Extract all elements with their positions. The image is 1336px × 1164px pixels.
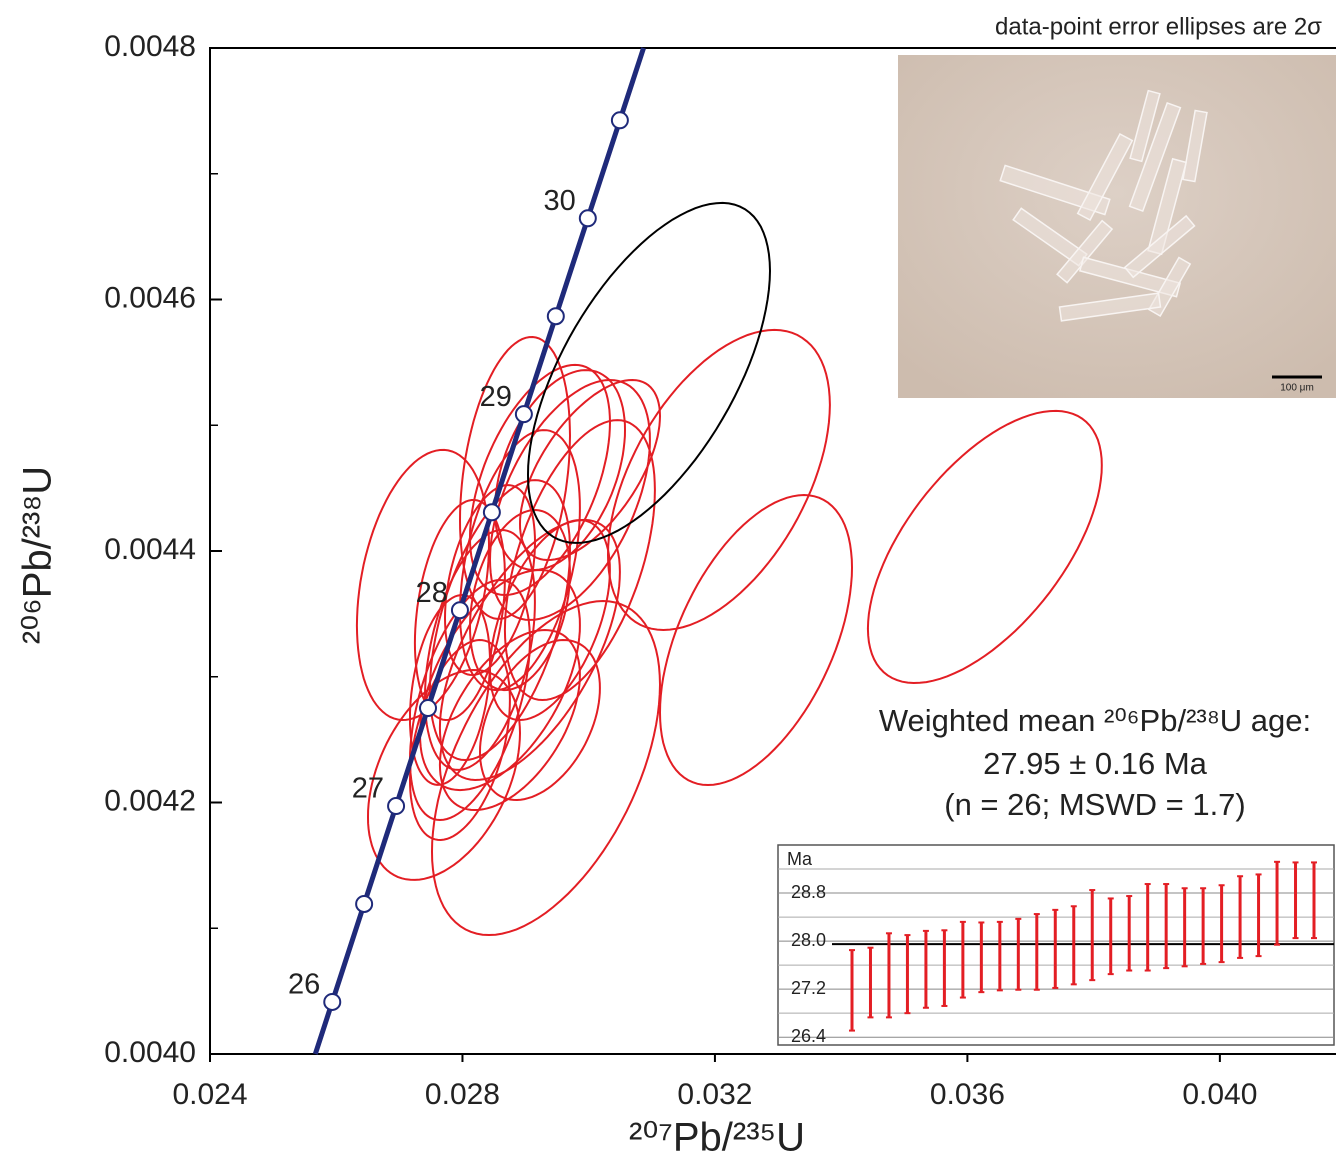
y-tick-label: 26.4 xyxy=(791,1026,826,1046)
age-marker xyxy=(580,210,596,226)
y-tick-label: 0.0042 xyxy=(104,784,196,817)
concordia-curve xyxy=(332,120,620,1002)
annotation: (n = 26; MSWD = 1.7) xyxy=(944,787,1246,822)
y-tick-label: 0.0046 xyxy=(104,281,196,314)
y-axis-label: ²⁰⁶Pb/²³⁸U xyxy=(16,466,60,644)
y-tick-label: 28.0 xyxy=(791,930,826,950)
x-tick-label: 0.024 xyxy=(172,1078,247,1111)
y-tick-label: 0.0048 xyxy=(104,30,196,63)
annotation: Weighted mean ²⁰⁶Pb/²³⁸U age: xyxy=(879,703,1311,738)
age-marker xyxy=(612,112,628,128)
y-tick-label: 0.0044 xyxy=(104,533,196,566)
inset-photo: 100 μm xyxy=(898,55,1336,398)
error-ellipse xyxy=(528,203,770,543)
age-label: 28 xyxy=(416,577,448,609)
y-tick-label: 0.0040 xyxy=(104,1036,196,1069)
age-marker xyxy=(516,406,532,422)
age-marker xyxy=(548,308,564,324)
inset-y-label: Ma xyxy=(787,849,813,869)
error-ellipse xyxy=(868,411,1102,683)
concordia-extension xyxy=(620,48,644,120)
x-tick-label: 0.036 xyxy=(930,1078,1005,1111)
scale-bar-label: 100 μm xyxy=(1280,383,1314,394)
age-label: 26 xyxy=(288,969,320,1001)
chart: 100 μm data-point error ellipses are 2σ … xyxy=(0,0,1336,1164)
y-tick-label: 27.2 xyxy=(791,978,826,998)
x-tick-label: 0.032 xyxy=(677,1078,752,1111)
age-label: 30 xyxy=(544,185,576,217)
x-axis-label: ²⁰⁷Pb/²³⁵U xyxy=(629,1116,805,1160)
age-marker xyxy=(452,602,468,618)
age-marker xyxy=(324,994,340,1010)
photo-background xyxy=(898,55,1336,398)
age-label: 29 xyxy=(480,381,512,413)
y-tick-label: 28.8 xyxy=(791,882,826,902)
x-tick-label: 0.040 xyxy=(1182,1078,1257,1111)
annotation: 27.95 ± 0.16 Ma xyxy=(983,746,1208,781)
age-marker xyxy=(420,700,436,716)
age-label: 27 xyxy=(352,773,384,805)
page: 100 μm data-point error ellipses are 2σ … xyxy=(0,0,1336,1164)
note: data-point error ellipses are 2σ xyxy=(995,13,1322,40)
age-marker xyxy=(356,896,372,912)
age-marker xyxy=(388,798,404,814)
age-marker xyxy=(484,504,500,520)
error-ellipse xyxy=(660,495,852,785)
x-tick-label: 0.028 xyxy=(425,1078,500,1111)
